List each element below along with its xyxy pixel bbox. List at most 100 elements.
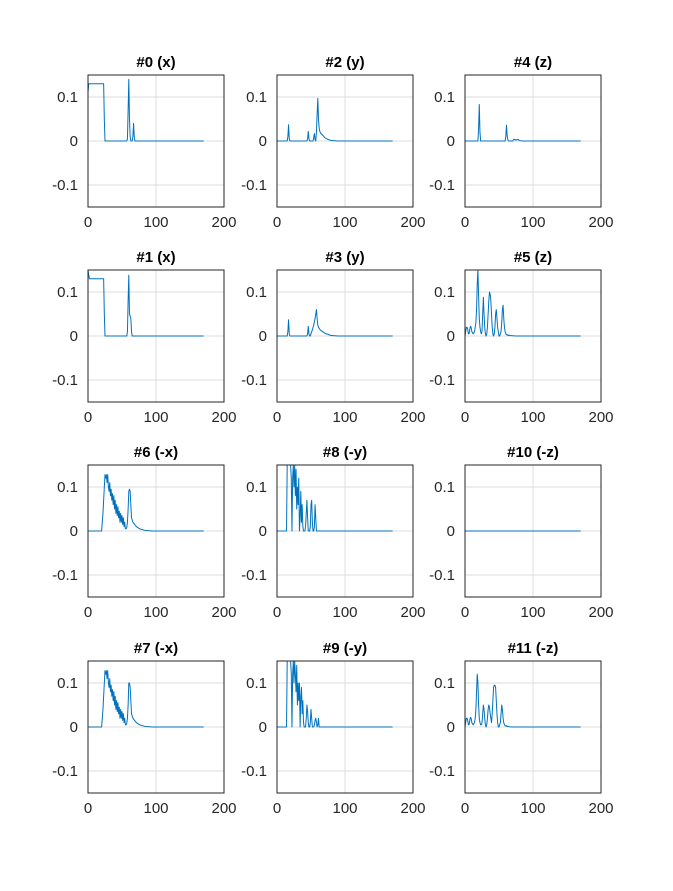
axes-box: [464, 660, 602, 794]
axes-box: [87, 464, 225, 598]
x-tick-label: 100: [520, 800, 545, 817]
subplot-11: #11 (-z) 0 100 200 0.1 0 -0.1: [429, 640, 613, 817]
axes-box: [87, 269, 225, 403]
y-tick-label: 0: [259, 133, 267, 150]
x-tick-label: 200: [400, 214, 425, 231]
x-tick-label: 0: [273, 409, 281, 426]
series-line: [88, 670, 204, 728]
x-tick-label: 200: [400, 604, 425, 621]
x-tick-label: 200: [588, 409, 613, 426]
y-tick-label: 0.1: [434, 284, 455, 301]
x-tick-label: 100: [143, 604, 168, 621]
axes-box: [87, 660, 225, 794]
subplot-title: #6 (-x): [134, 444, 178, 461]
x-tick-label: 0: [273, 604, 281, 621]
y-tick-label: 0.1: [434, 479, 455, 496]
y-tick-label: 0: [259, 719, 267, 736]
x-tick-label: 200: [400, 800, 425, 817]
y-tick-label: 0: [259, 523, 267, 540]
subplot-7: #8 (-y) 0 100 200 0.1 0 -0.1: [241, 444, 425, 621]
y-tick-label: -0.1: [52, 177, 78, 194]
axes-box: [464, 269, 602, 403]
x-tick-label: 100: [332, 409, 357, 426]
x-tick-label: 0: [461, 604, 469, 621]
y-tick-label: 0.1: [57, 479, 78, 496]
series-line: [464, 269, 581, 337]
y-tick-label: 0: [70, 328, 78, 345]
subplot-title: #3 (y): [325, 249, 364, 266]
subplot-4: #3 (y) 0 100 200 0.1 0 -0.1: [241, 249, 425, 426]
x-tick-label: 100: [332, 214, 357, 231]
y-tick-label: 0.1: [434, 675, 455, 692]
y-tick-label: 0: [70, 719, 78, 736]
x-tick-label: 200: [211, 409, 236, 426]
subplot-1: #2 (y) 0 100 200 0.1 0 -0.1: [241, 54, 425, 231]
x-tick-label: 200: [588, 604, 613, 621]
y-tick-label: 0: [70, 133, 78, 150]
axes-box: [276, 660, 414, 794]
x-tick-label: 100: [520, 604, 545, 621]
y-tick-label: -0.1: [429, 372, 455, 389]
x-tick-label: 0: [84, 409, 92, 426]
y-tick-label: -0.1: [241, 177, 267, 194]
x-tick-label: 100: [143, 409, 168, 426]
x-tick-label: 0: [461, 214, 469, 231]
y-tick-label: 0: [447, 328, 455, 345]
x-tick-label: 0: [273, 800, 281, 817]
x-tick-label: 100: [332, 800, 357, 817]
y-tick-label: 0: [70, 523, 78, 540]
axes-box: [464, 464, 602, 598]
subplot-title: #1 (x): [136, 249, 175, 266]
series-line: [277, 97, 393, 142]
subplot-6: #6 (-x) 0 100 200 0.1 0 -0.1: [52, 444, 236, 621]
y-tick-label: -0.1: [52, 567, 78, 584]
y-tick-label: -0.1: [241, 763, 267, 780]
subplot-2: #4 (z) 0 100 200 0.1 0 -0.1: [429, 54, 613, 231]
y-tick-label: 0.1: [246, 89, 267, 106]
series-line: [88, 474, 204, 532]
subplot-title: #5 (z): [514, 249, 552, 266]
y-tick-label: 0: [447, 523, 455, 540]
subplot-3: #1 (x) 0 100 200 0.1 0 -0.1: [52, 249, 236, 426]
subplot-title: #7 (-x): [134, 640, 178, 657]
series-line: [465, 103, 581, 142]
x-tick-label: 200: [211, 604, 236, 621]
x-tick-label: 0: [461, 800, 469, 817]
x-tick-label: 100: [520, 409, 545, 426]
x-tick-label: 200: [211, 214, 236, 231]
x-tick-label: 0: [84, 800, 92, 817]
y-tick-label: 0.1: [246, 479, 267, 496]
x-tick-label: 100: [332, 604, 357, 621]
y-tick-label: -0.1: [241, 567, 267, 584]
y-tick-label: -0.1: [429, 567, 455, 584]
y-tick-label: 0: [447, 719, 455, 736]
y-tick-label: 0: [259, 328, 267, 345]
subplot-title: #0 (x): [136, 54, 175, 71]
y-tick-label: 0.1: [57, 675, 78, 692]
axes-box: [276, 464, 414, 598]
subplot-10: #9 (-y) 0 100 200 0.1 0 -0.1: [241, 640, 425, 817]
x-tick-label: 200: [400, 409, 425, 426]
y-tick-label: -0.1: [429, 177, 455, 194]
y-tick-label: 0.1: [57, 89, 78, 106]
x-tick-label: 100: [520, 214, 545, 231]
subplot-title: #9 (-y): [323, 640, 367, 657]
subplot-grid: #0 (x) 0 100 200 0.1 0 -0.1 #2 (y) 0 100 200 0.1 0 -0…: [52, 54, 613, 817]
y-tick-label: 0.1: [434, 89, 455, 106]
subplot-title: #11 (-z): [508, 640, 559, 657]
y-tick-label: 0.1: [246, 675, 267, 692]
subplot-title: #10 (-z): [507, 444, 559, 461]
axes-box: [464, 74, 602, 208]
series-line: [277, 464, 393, 532]
x-tick-label: 200: [211, 800, 236, 817]
axes-box: [276, 269, 414, 403]
y-tick-label: -0.1: [241, 372, 267, 389]
x-tick-label: 0: [84, 214, 92, 231]
y-tick-label: 0.1: [246, 284, 267, 301]
subplot-9: #7 (-x) 0 100 200 0.1 0 -0.1: [52, 640, 236, 817]
x-tick-label: 100: [143, 800, 168, 817]
x-tick-label: 0: [461, 409, 469, 426]
x-tick-label: 0: [273, 214, 281, 231]
axes-box: [276, 74, 414, 208]
